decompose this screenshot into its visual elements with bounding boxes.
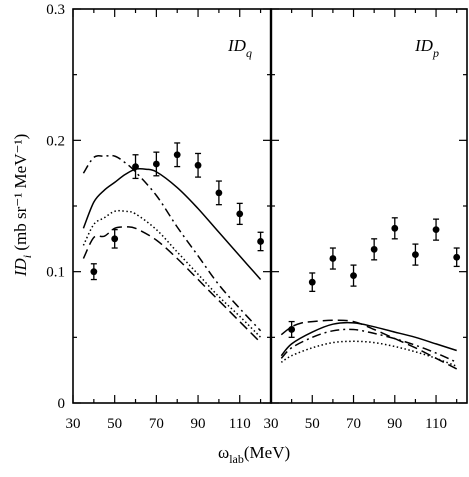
right-data-point — [432, 226, 440, 234]
axis-ticks — [72, 8, 467, 404]
right-data-point — [329, 255, 337, 262]
axis-tick-labels: 30 50 70 90 110 0 0.1 0.2 0.3 30 50 70 90 110 — [46, 2, 447, 432]
right-data-point — [370, 245, 378, 253]
right-x-tick-label: 70 — [346, 416, 361, 432]
left-curve-dotted — [82, 209, 262, 338]
y-tick-label: 0.1 — [46, 265, 65, 281]
left-data-point — [132, 163, 139, 171]
left-x-tick-label: 110 — [229, 416, 251, 432]
model-curves — [82, 154, 458, 370]
left-data-point — [173, 151, 181, 159]
left-curve-solid — [82, 167, 262, 281]
left-panel-label: IDq — [227, 36, 252, 60]
right-data-point — [308, 278, 316, 286]
right-x-tick-label: 50 — [305, 416, 320, 432]
left-x-tick-label: 70 — [149, 416, 164, 432]
left-data-point — [111, 235, 119, 243]
right-data-point — [412, 251, 419, 258]
right-data-point — [391, 224, 399, 232]
left-data-point — [236, 210, 244, 218]
left-curve-dashed — [82, 226, 262, 344]
left-data-point — [215, 189, 223, 197]
left-data-point — [257, 238, 264, 245]
right-data-point — [288, 326, 296, 333]
y-tick-label: 0.2 — [46, 133, 65, 149]
right-x-tick-label: 30 — [264, 416, 279, 432]
experimental-points — [90, 142, 461, 338]
y-tick-label: 0.3 — [46, 2, 65, 18]
y-tick-label: 0 — [58, 396, 66, 412]
right-curve-dotted — [280, 340, 457, 367]
right-data-point — [350, 272, 357, 280]
x-axis-title: ωlab(MeV) — [218, 443, 290, 466]
left-x-tick-label: 30 — [66, 416, 81, 432]
left-data-point — [90, 268, 98, 276]
right-data-point — [453, 253, 461, 261]
y-axis-title: IDi (mb sr⁻¹ MeV⁻¹) — [11, 134, 34, 277]
right-curve-solid — [280, 321, 457, 357]
left-x-tick-label: 50 — [107, 416, 122, 432]
left-panel-frame — [72, 8, 272, 404]
left-data-point — [194, 161, 202, 169]
right-panel-label: IDp — [414, 36, 439, 60]
right-x-tick-label: 90 — [387, 416, 402, 432]
left-data-point — [152, 160, 160, 168]
right-curve-dashed — [280, 319, 458, 370]
right-curve-dash-dot — [280, 328, 457, 363]
left-curve-dash-dot — [82, 154, 262, 332]
left-x-tick-label: 90 — [191, 416, 206, 432]
right-x-tick-label: 110 — [425, 416, 447, 432]
